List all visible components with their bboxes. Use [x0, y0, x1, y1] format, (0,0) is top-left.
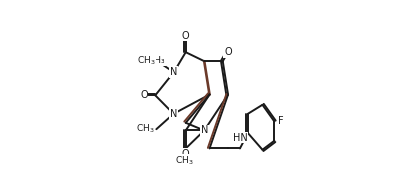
Text: F: F	[277, 116, 283, 126]
Text: CH$_3$: CH$_3$	[136, 123, 154, 136]
Text: O: O	[224, 47, 231, 57]
Text: N: N	[200, 125, 207, 136]
Text: CH₃: CH₃	[148, 56, 164, 65]
Text: CH$_3$: CH$_3$	[136, 54, 155, 67]
Text: HN: HN	[232, 133, 247, 143]
Text: CH$_3$: CH$_3$	[175, 154, 193, 167]
Text: N: N	[169, 109, 177, 119]
Text: O: O	[140, 90, 147, 100]
Text: O: O	[181, 30, 189, 40]
Text: N: N	[170, 67, 177, 77]
Text: O: O	[181, 149, 189, 159]
